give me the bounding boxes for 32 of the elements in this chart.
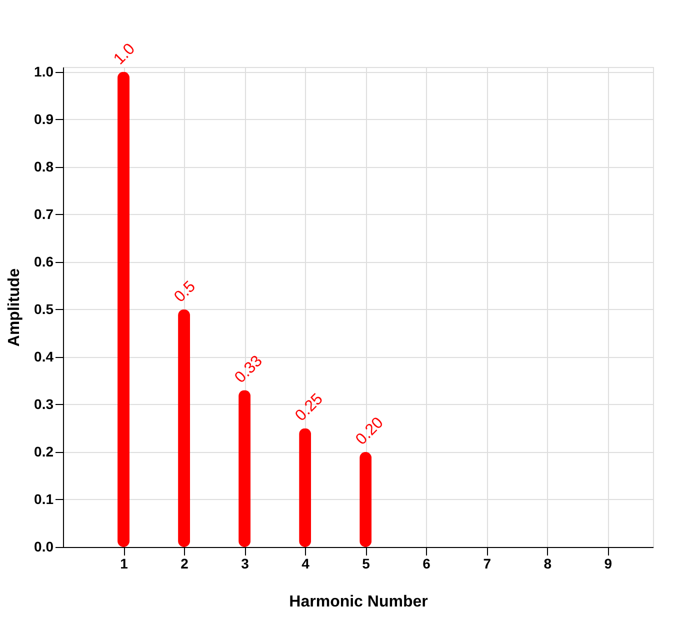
x-tick-label: 3 bbox=[241, 556, 250, 572]
data-label: 0.25 bbox=[292, 390, 326, 425]
data-label: 0.5 bbox=[171, 278, 200, 306]
y-tick-label: 0.0 bbox=[34, 538, 54, 554]
bar bbox=[360, 452, 372, 547]
x-tick-label: 8 bbox=[544, 556, 552, 572]
y-tick-label: 0.4 bbox=[34, 348, 54, 364]
x-axis-title: Harmonic Number bbox=[289, 594, 428, 610]
y-tick-label: 0.3 bbox=[34, 396, 54, 412]
y-tick-label: 0.8 bbox=[34, 158, 54, 174]
bar bbox=[118, 72, 130, 547]
x-tick-label: 6 bbox=[422, 556, 431, 572]
y-tick-label: 0.1 bbox=[34, 490, 54, 507]
x-tick-label: 4 bbox=[302, 556, 310, 572]
data-label: 1.0 bbox=[110, 40, 139, 68]
x-tick-label: 1 bbox=[120, 556, 128, 572]
bar bbox=[238, 390, 251, 547]
y-axis-title: Amplitude bbox=[6, 268, 24, 347]
y-tick-label: 0.7 bbox=[34, 206, 54, 222]
y-tick-label: 0.5 bbox=[34, 300, 54, 317]
x-tick-label: 2 bbox=[180, 556, 189, 572]
x-tick-label: 5 bbox=[362, 556, 370, 572]
x-tick-label: 9 bbox=[604, 556, 612, 572]
y-tick-label: 0.9 bbox=[34, 110, 54, 127]
y-tick-label: 0.6 bbox=[34, 253, 54, 270]
y-tick-label: 1.0 bbox=[34, 63, 54, 80]
data-label: 0.20 bbox=[352, 414, 387, 448]
x-tick-label: 7 bbox=[483, 556, 492, 572]
data-label: 0.33 bbox=[232, 352, 266, 387]
bar bbox=[299, 428, 312, 547]
y-tick-label: 0.2 bbox=[34, 443, 54, 460]
bar bbox=[178, 309, 190, 547]
